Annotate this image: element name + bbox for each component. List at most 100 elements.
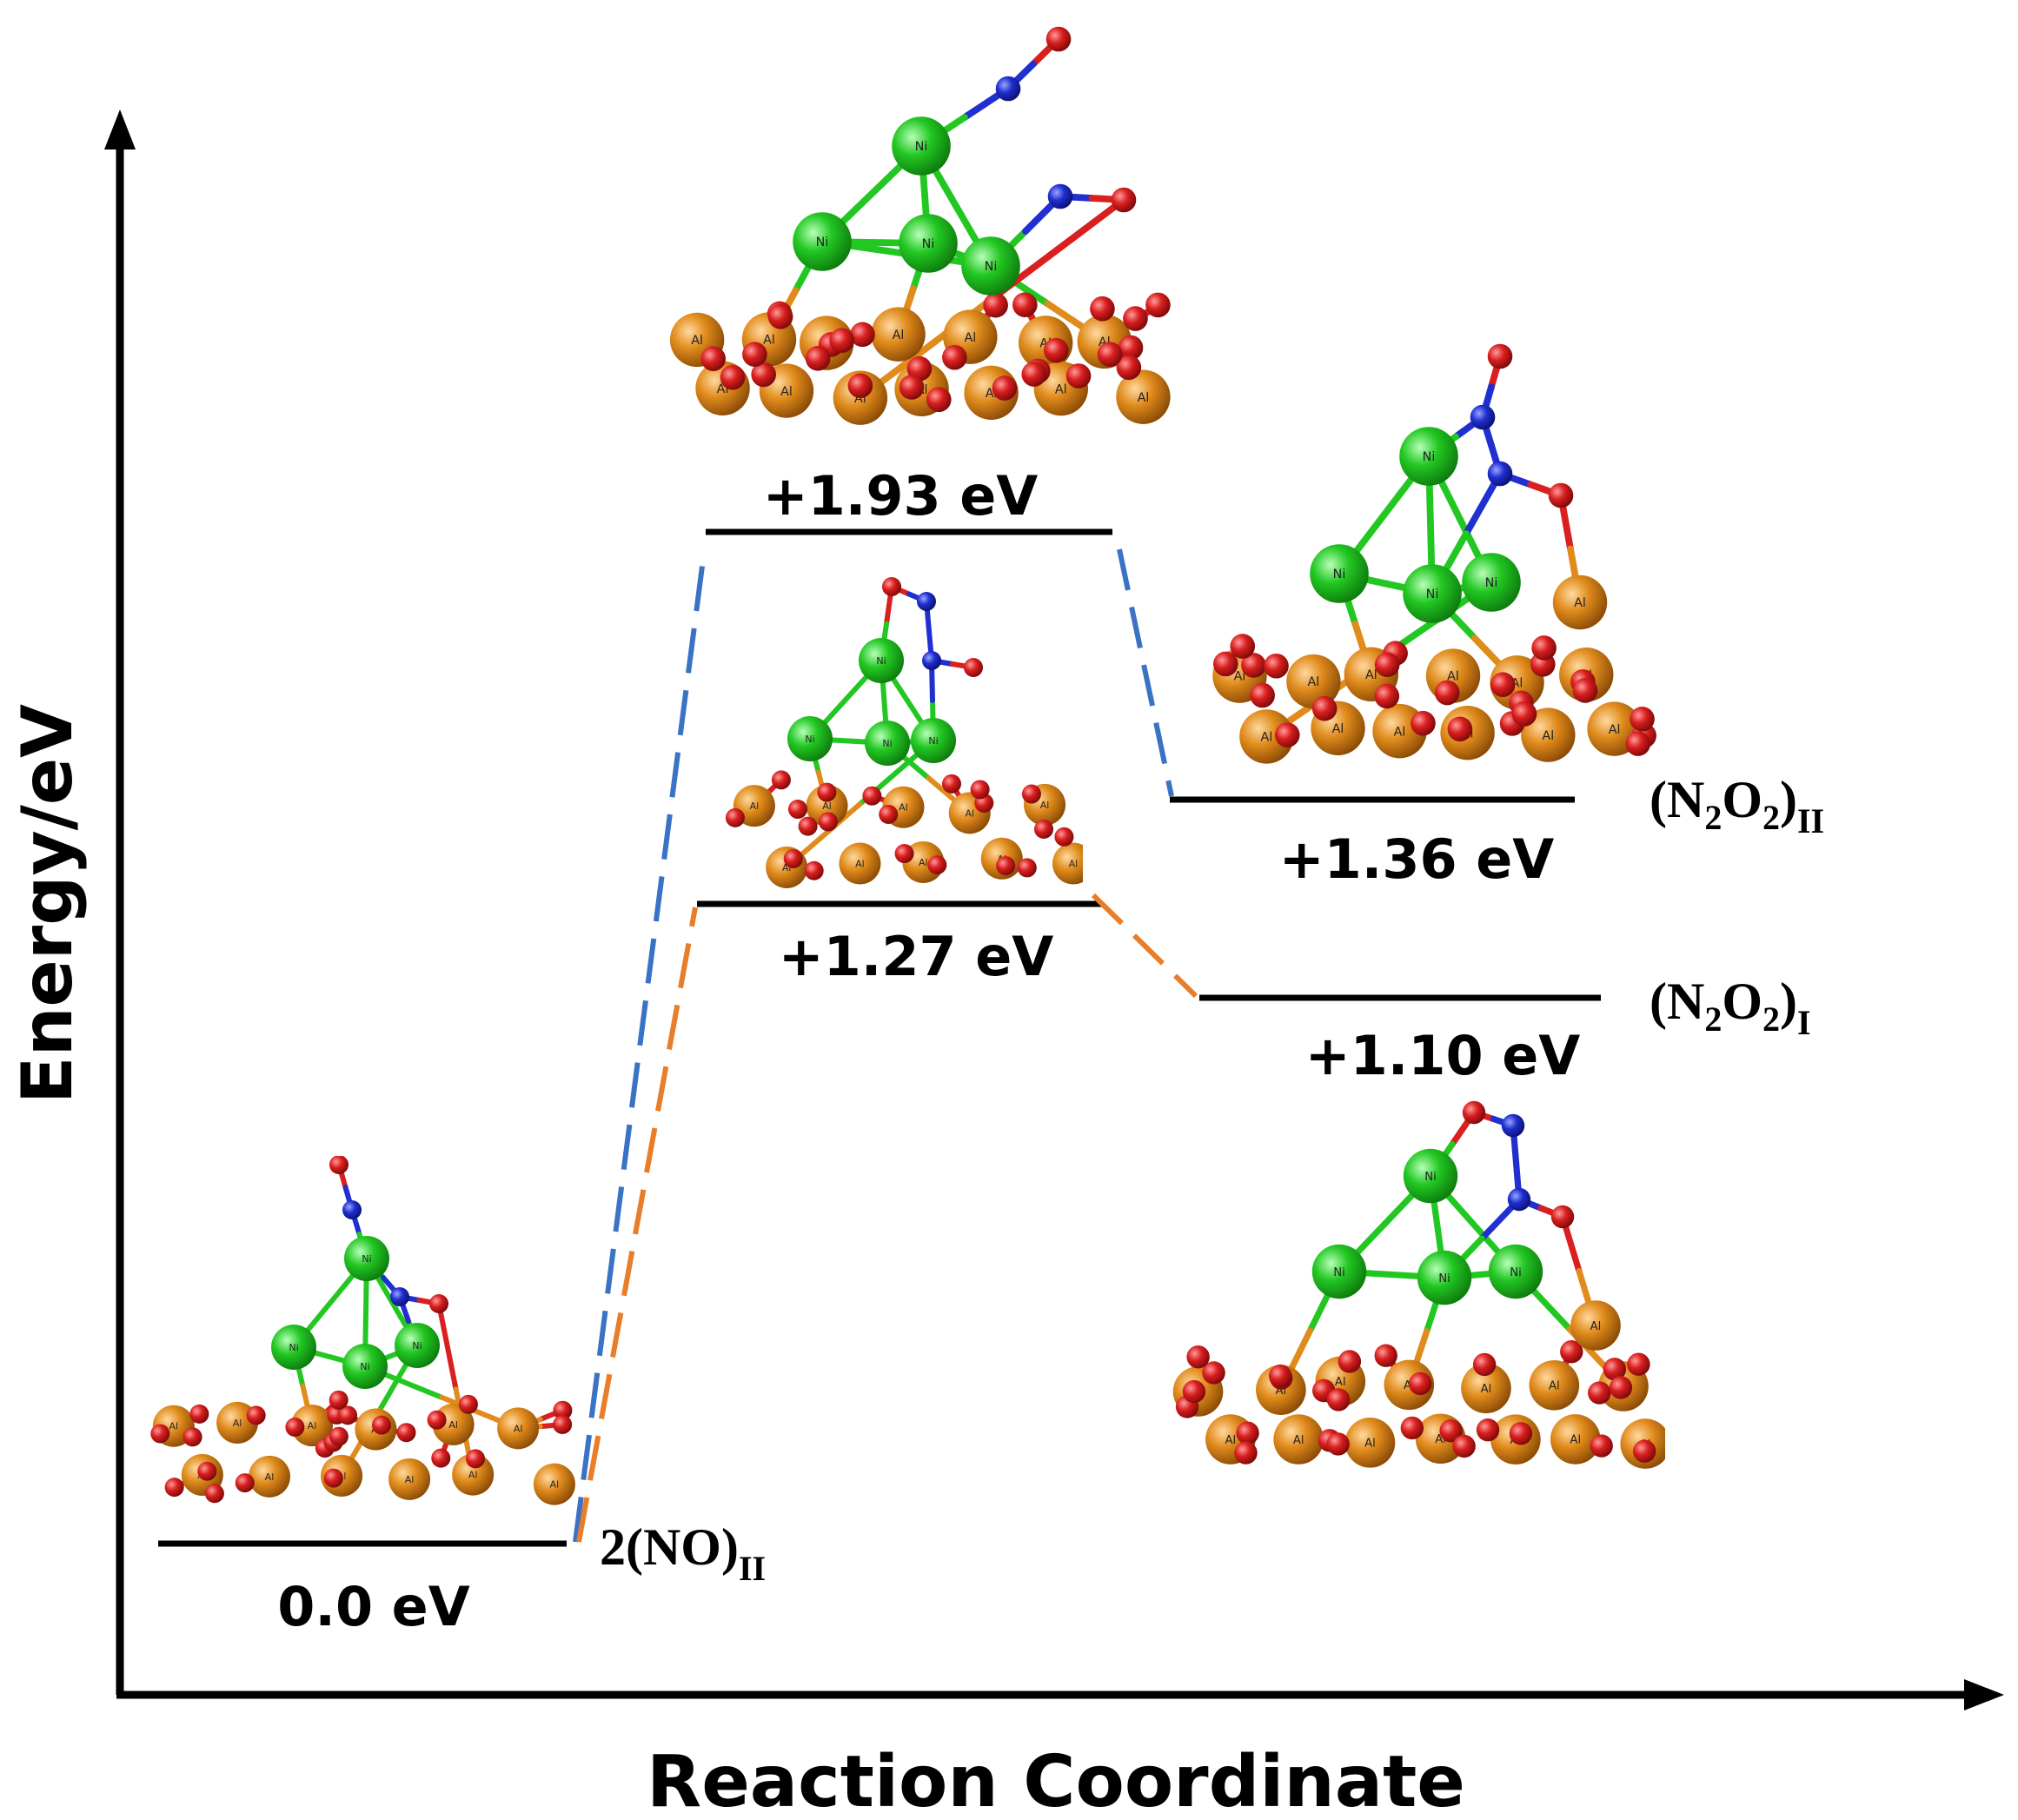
structure-product-I-atom-o [1632,1439,1656,1463]
structure-ts-upper-atom-o [1145,292,1171,318]
structure-ts-lower-atom-o [771,770,791,790]
structure-product-I-atom-o [1326,1432,1350,1456]
structure-ts-lower-atom-o [817,782,837,802]
structure-product-I-atom-label: Ni [1510,1266,1522,1279]
structure-product-II-atom-o [1548,482,1574,508]
structure-ts-upper-atom-o [1097,342,1123,367]
structure-product-II-atom-o [1490,672,1516,698]
structure-ts-upper-atom-label: Ni [915,140,928,154]
structure-product-II-atom-o [1487,343,1513,369]
structure-initial-2NO-atom-o [458,1394,478,1414]
structure-ts-lower-atom-o [1017,858,1037,878]
structure-product-I-atom-o [1509,1422,1533,1445]
structure-ts-lower-atom-o [1054,827,1074,847]
structure-product-I-atom-al [1529,1359,1580,1411]
structure-ts-upper-atom-ni [899,214,958,273]
structure-initial-2NO-atom-label: Al [448,1419,458,1431]
structure-product-II-atom-o [1572,678,1598,703]
structure-product-I-atom-o [1439,1419,1463,1443]
structure-product-I-atom-o [1462,1100,1486,1125]
structure-ts-lower-atom-o [818,812,838,832]
structure-initial-2NO: AlAlAlAlAlAlAlAlAlAlAlAlNiNiNiNi [150,1156,575,1505]
structure-initial-2NO-atom-al [290,1405,333,1447]
structure-ts-lower-atom-o [941,774,961,794]
structure-ts-lower-atom-ni [859,638,904,683]
structure-initial-2NO-atom-o [164,1478,184,1498]
structure-ts-upper-atom-label: Al [763,334,775,348]
structure-ts-lower-atom-al [806,785,848,827]
structure-initial-2NO-atom-label: Al [550,1479,560,1491]
structure-ts-upper-atom-o [767,303,793,329]
structure-ts-lower-atom-n [922,651,941,670]
structure-ts-lower-atom-o [787,800,807,820]
structure-ts-upper-atom-o [926,387,952,413]
structure-product-II-atom-label: Al [1394,725,1406,739]
structure-ts-upper-atom-label: Ni [816,236,829,249]
structure-ts-lower-atom-label: Al [750,800,760,812]
structure-product-I-atom-label: Al [1590,1320,1602,1333]
structure-product-II-atom-label: Al [1609,723,1621,737]
structure-ts-lower-atom-o [862,786,882,806]
structure-product-I-atom-o [1186,1345,1210,1369]
pathway-I-fall [1091,893,1198,999]
structure-ts-upper-atom-o [1065,363,1092,389]
structure-product-II-atom-n [1470,404,1496,430]
structure-product-I-atom-label: Ni [1438,1272,1450,1285]
structure-initial-2NO-atom-o [338,1405,358,1425]
structure-ts-lower-atom-label: Al [1040,800,1050,811]
structure-ts-lower-atom-label: Al [919,857,928,868]
structure-product-II-atom-o [1241,653,1266,678]
structure-product-I-atom-o [1603,1358,1627,1381]
structure-ts-lower-atom-o [725,807,745,827]
structure-ts-lower-atom-label: Ni [876,655,886,667]
structure-ts-lower-atom-o [804,860,824,880]
structure-ts-lower-atom-ni [787,716,833,761]
structure-ts-lower-atom-n [917,592,936,611]
structure-ts-upper-atom-n [1047,183,1073,209]
structure-ts-lower-atom-label: Al [1069,859,1079,870]
structure-ts-upper-atom-label: Al [780,385,793,399]
structure-ts-upper-atom-o [1111,187,1137,213]
structure-product-I-atom-label: Al [1549,1380,1560,1393]
structure-product-II: AlAlAlAlAlAlAlAlAlAlAlAlNiNiNiNiAl [1212,343,1656,764]
structure-product-I-atom-o [1326,1388,1351,1411]
structure-initial-2NO-atom-o [329,1156,349,1174]
structure-ts-upper-atom-o [1021,362,1047,387]
structure-ts-upper-atom-o [1012,292,1038,317]
structure-product-II-atom-label: Ni [1423,450,1436,464]
structure-initial-2NO-atom-o [329,1390,349,1410]
structure-product-I-atom-o [1338,1350,1362,1373]
structure-product-I-atom-label: Al [1364,1438,1376,1451]
structure-ts-upper-atom-label: Al [893,329,905,342]
structure-ts-lower-atom-o [964,658,983,677]
energy-label-product-lower: +1.10 eV [1305,1024,1581,1087]
structure-product-II-atom-o [1434,680,1460,706]
structure-ts-upper-atom-o [847,373,873,399]
structure-initial-2NO-bond [436,1301,459,1392]
structure-product-I-atom-o [1560,1340,1583,1364]
energy-label-product-upper: +1.36 eV [1279,827,1555,891]
structure-product-II-atom-label: Ni [1426,588,1439,601]
structure-product-II-atom-label: Al [1542,729,1554,743]
structure-ts-upper-atom-label: Al [691,334,703,348]
structure-ts-upper-atom-ni [793,212,852,271]
structure-product-II-atom-o [1374,652,1400,678]
structure-product-I-atom-n [1507,1187,1531,1212]
structure-product-I-atom-o [1472,1352,1497,1377]
structure-product-II-atom-o [1411,710,1436,736]
structure-ts-upper-atom-o [829,328,854,354]
structure-product-I-atom-o [1236,1421,1259,1445]
structure-ts-lower-atom-label: Al [965,807,974,819]
structure-initial-2NO-atom-ni [344,1236,389,1281]
structure-ts-upper-atom-o [751,362,776,388]
structure-product-I-atom-label: Al [1225,1434,1237,1447]
structure-ts-upper-atom-o [700,346,726,371]
structure-product-I-atom-o [1182,1379,1206,1404]
structure-product-I-atom-o [1452,1434,1476,1458]
structure-initial-2NO-atom-label: Al [514,1423,523,1434]
structure-initial-2NO-atom-label: Al [233,1418,242,1429]
structure-ts-lower-atom-label: Ni [805,734,814,745]
structure-ts-upper-atom-n [995,76,1021,102]
structure-product-II-atom-al [1521,707,1576,762]
structure-ts-lower-atom-label: Al [782,862,792,873]
